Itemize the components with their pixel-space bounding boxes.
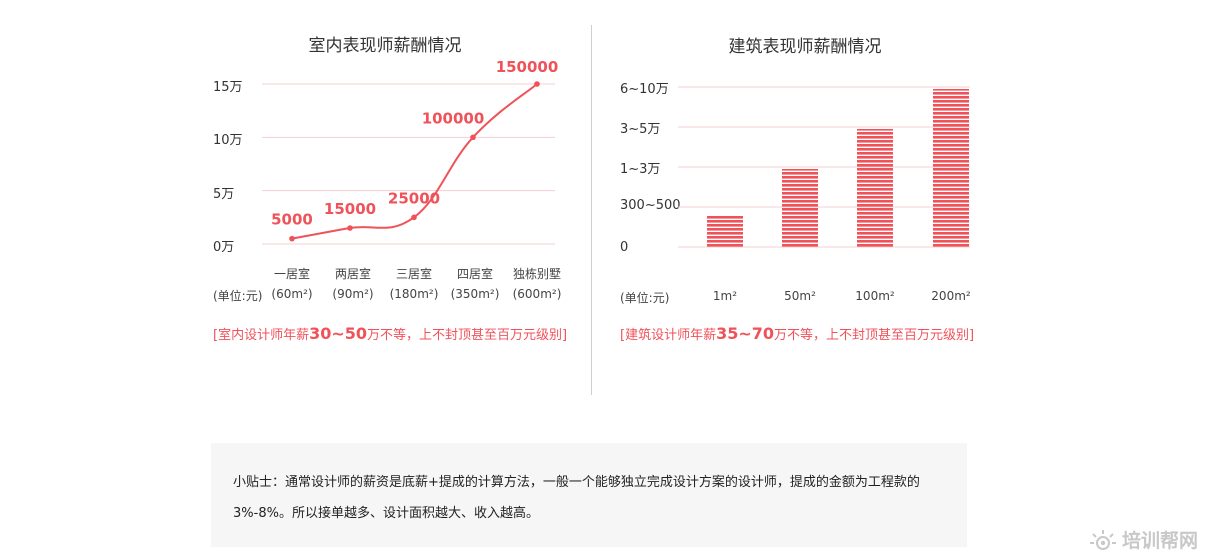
left-salary-note: [室内设计师年薪30~50万不等，上不封顶甚至百万元级别] [213, 324, 567, 343]
right-bar [857, 129, 893, 247]
left-data-point [470, 134, 476, 141]
left-xtick-category: 三居室 [395, 267, 432, 281]
right-ytick: 0 [620, 240, 629, 255]
left-data-label: 15000 [324, 200, 376, 218]
left-xtick-area: (350m²) [450, 287, 500, 301]
left-data-point [411, 214, 417, 221]
left-ytick: 15万 [213, 80, 243, 95]
sun-eye-icon [1090, 529, 1116, 550]
left-data-label: 150000 [496, 58, 559, 76]
chart-divider [591, 25, 592, 395]
left-xtick-category: 四居室 [456, 267, 493, 281]
right-note-pre: [建筑设计师年薪 [620, 328, 717, 343]
right-salary-note: [建筑设计师年薪35~70万不等，上不封顶甚至百万元级别] [620, 324, 974, 343]
right-bar [707, 215, 743, 247]
left-data-label: 25000 [388, 189, 440, 207]
right-bar [782, 169, 818, 247]
right-bar [933, 89, 969, 247]
left-xtick-area: (60m²) [271, 287, 313, 301]
right-xtick: 200m² [931, 289, 971, 303]
right-chart-title: 建筑表现师薪酬情况 [728, 37, 882, 57]
left-line-chart: 5000 15000 25000 100000 150000 [262, 58, 559, 245]
watermark-text: 培训帮网 [1122, 530, 1199, 552]
left-data-point [347, 225, 353, 231]
left-ytick: 5万 [213, 187, 235, 202]
right-xtick: 50m² [784, 289, 816, 303]
watermark: 培训帮网 [1090, 526, 1198, 553]
right-ytick: 300~500 [620, 198, 681, 213]
right-unit-label: (单位:元) [620, 291, 670, 305]
left-data-label: 5000 [271, 211, 313, 229]
left-data-point [289, 235, 295, 242]
right-xtick: 1m² [712, 289, 738, 303]
right-bar-chart [678, 86, 970, 248]
right-ytick: 3~5万 [620, 122, 661, 137]
left-xtick-category: 两居室 [334, 267, 371, 281]
left-xtick-area: (90m²) [332, 287, 374, 301]
left-chart-title: 室内表现师薪酬情况 [308, 36, 462, 56]
left-data-point [534, 81, 540, 87]
right-ytick: 6~10万 [620, 82, 669, 97]
left-note-bold: 30~50 [309, 324, 368, 343]
tip-box: 小贴士：通常设计师的薪资是底薪+提成的计算方法，一般一个能够独立完成设计方案的设… [211, 443, 967, 547]
left-note-post: 万不等，上不封顶甚至百万元级别] [367, 328, 568, 343]
right-note-post: 万不等，上不封顶甚至百万元级别] [774, 328, 975, 343]
left-data-label: 100000 [422, 109, 485, 127]
left-xtick-category: 独栋别墅 [512, 267, 561, 281]
left-xtick-category: 一居室 [273, 267, 310, 281]
left-series-line [291, 83, 538, 240]
left-ytick: 10万 [213, 133, 243, 148]
left-xtick-area: (180m²) [389, 287, 439, 301]
tip-line-1: 小贴士：通常设计师的薪资是底薪+提成的计算方法，一般一个能够独立完成设计方案的设… [233, 475, 920, 490]
right-xtick: 100m² [855, 289, 895, 303]
left-xtick-area: (600m²) [512, 287, 562, 301]
right-ytick: 1~3万 [620, 162, 661, 177]
tip-line-2: 3%-8%。所以接单越多、设计面积越大、收入越高。 [233, 506, 539, 521]
left-ytick: 0万 [213, 240, 235, 255]
left-unit-label: (单位:元) [213, 289, 263, 303]
left-note-pre: [室内设计师年薪 [213, 328, 310, 343]
right-note-bold: 35~70 [716, 324, 775, 343]
